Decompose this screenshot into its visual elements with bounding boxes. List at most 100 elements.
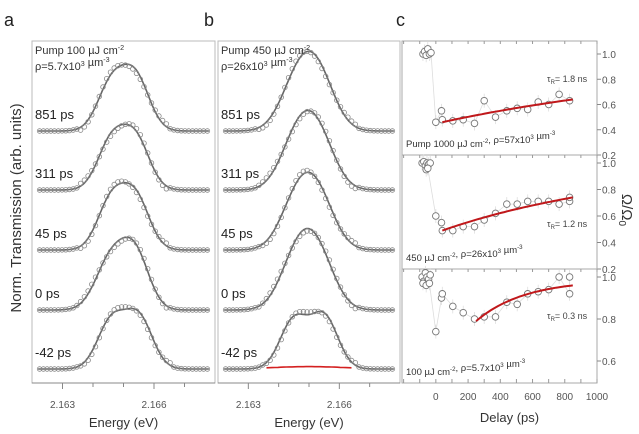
data-point — [371, 307, 377, 313]
data-point — [96, 267, 102, 273]
data-point — [107, 69, 114, 75]
data-point — [323, 313, 329, 319]
data-point — [171, 186, 177, 192]
y-tick-label: 0.6 — [602, 212, 616, 223]
data-point — [337, 166, 344, 172]
data-point — [237, 307, 244, 313]
trace-311ps: 311 ps — [35, 121, 211, 193]
data-point — [230, 128, 236, 134]
data-point — [111, 128, 117, 135]
data-point — [59, 307, 65, 313]
data-point — [92, 274, 99, 280]
data-point — [241, 246, 247, 253]
data-point — [156, 233, 162, 240]
data-point — [330, 89, 336, 96]
data-point — [378, 307, 384, 313]
data-point — [248, 246, 255, 252]
data-point — [311, 110, 318, 116]
data-point — [285, 195, 292, 201]
data-point — [315, 179, 321, 186]
data-point — [36, 366, 43, 372]
data-point — [159, 237, 166, 244]
plot-frame — [401, 268, 598, 384]
data-point — [66, 365, 73, 372]
data-point — [226, 366, 232, 372]
tau-value: = 1.8 ns — [555, 74, 588, 84]
panel-label-b: b — [204, 10, 214, 30]
data-point — [141, 83, 147, 90]
data-point — [248, 186, 255, 192]
data-point — [480, 96, 488, 105]
data-point — [77, 180, 84, 187]
data-point — [352, 121, 358, 127]
trace-45ps: 45 ps — [221, 167, 396, 253]
data-point — [274, 345, 281, 351]
data-point — [122, 62, 129, 68]
data-point — [85, 238, 91, 244]
data-point — [126, 304, 132, 310]
trace--42ps: -42 ps — [221, 308, 396, 372]
data-point — [197, 307, 203, 313]
x-tick-label: 1000 — [586, 392, 609, 403]
superscript: -2 — [118, 44, 124, 52]
pump-annotation: 450 µJ cm-2, ρ=26x103 µm-3 — [406, 244, 523, 264]
y-tick-label: 0.6 — [602, 357, 616, 368]
data-point — [233, 247, 240, 253]
data-point — [77, 127, 84, 133]
data-point — [70, 246, 76, 252]
data-point — [285, 320, 292, 326]
data-point — [126, 63, 132, 70]
data-point — [293, 238, 299, 245]
delay-label: -42 ps — [221, 345, 258, 360]
data-point — [319, 120, 325, 126]
data-point — [171, 127, 177, 133]
superscript: -3 — [550, 130, 556, 137]
trace-0ps: 0 ps — [35, 235, 211, 313]
data-point — [156, 177, 162, 183]
data-point — [70, 365, 76, 371]
data-point — [62, 128, 69, 134]
text-run: , ρ=26x10 — [456, 249, 498, 260]
exponential-fit — [442, 98, 573, 124]
data-point — [274, 103, 281, 109]
data-point — [345, 298, 351, 304]
data-point — [263, 240, 270, 246]
data-point — [171, 364, 177, 370]
data-point — [371, 128, 377, 134]
panel-b: 2.163 2.166 Energy (eV) 851 ps 311 ps 45 ps 0 … — [217, 40, 401, 430]
data-point — [59, 128, 65, 134]
data-point — [182, 187, 188, 193]
superscript: 3 — [500, 362, 504, 369]
data-point — [51, 187, 58, 193]
y-tick-label: 1.0 — [602, 273, 616, 284]
data-point — [62, 187, 69, 193]
data-point — [178, 247, 184, 253]
data-point — [371, 366, 377, 372]
data-point — [159, 117, 166, 124]
data-point — [197, 247, 203, 253]
data-point — [427, 48, 435, 57]
data-point — [289, 128, 295, 135]
tau-subscript: R — [551, 225, 556, 231]
data-point — [141, 140, 147, 146]
trace-0ps: 0 ps — [221, 227, 396, 313]
data-point — [367, 127, 373, 134]
omega-subscript: 0 — [616, 221, 627, 227]
data-point — [122, 121, 129, 127]
data-point — [152, 169, 158, 175]
data-point — [513, 300, 521, 309]
delay-label: 311 ps — [221, 166, 260, 181]
data-point — [263, 122, 270, 128]
trace-851ps: 851 ps — [35, 62, 211, 134]
data-point — [382, 187, 388, 193]
data-point — [237, 187, 244, 193]
data-point — [62, 366, 69, 372]
data-point — [159, 354, 166, 360]
data-point — [44, 128, 50, 134]
data-point — [174, 306, 181, 313]
data-point — [204, 366, 211, 372]
data-point — [356, 244, 362, 251]
data-point — [334, 334, 340, 340]
data-point — [345, 354, 351, 360]
data-point — [74, 185, 80, 191]
